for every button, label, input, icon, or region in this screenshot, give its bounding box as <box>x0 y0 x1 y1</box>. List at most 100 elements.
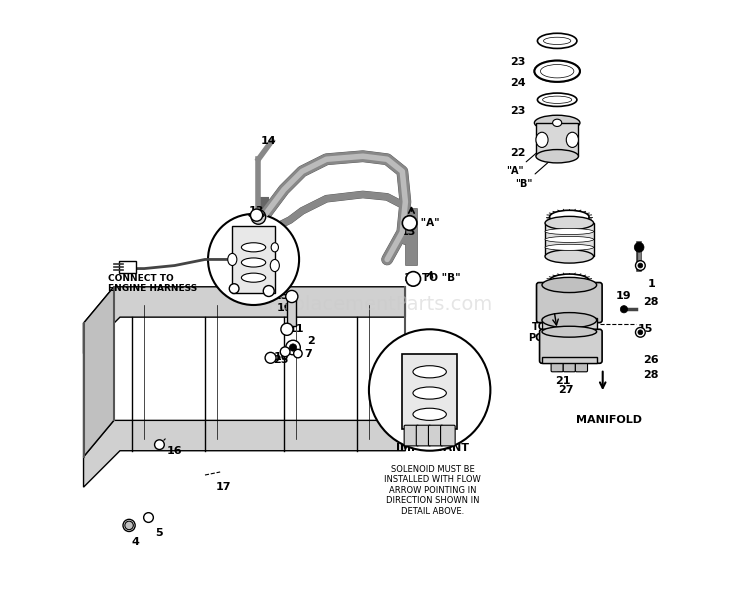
FancyBboxPatch shape <box>404 425 418 446</box>
Text: 13: 13 <box>400 227 416 237</box>
Text: 10: 10 <box>273 351 289 362</box>
Text: 12: 12 <box>556 364 571 374</box>
Text: 2: 2 <box>308 337 315 346</box>
Ellipse shape <box>544 37 571 45</box>
Text: 7: 7 <box>304 348 312 359</box>
FancyBboxPatch shape <box>545 223 593 256</box>
Text: 21: 21 <box>556 376 571 386</box>
Text: 6: 6 <box>289 345 297 356</box>
Text: 22: 22 <box>510 148 526 158</box>
Circle shape <box>402 216 417 231</box>
Text: 11: 11 <box>288 325 304 334</box>
Text: 3: 3 <box>229 279 236 289</box>
Text: 10: 10 <box>276 303 292 313</box>
Circle shape <box>265 353 276 364</box>
Circle shape <box>251 209 262 221</box>
Circle shape <box>620 306 628 313</box>
Circle shape <box>286 340 300 355</box>
Ellipse shape <box>545 249 593 263</box>
Text: 9: 9 <box>213 245 221 256</box>
Ellipse shape <box>545 237 593 242</box>
Text: 25: 25 <box>273 354 289 365</box>
Text: 28: 28 <box>644 297 659 307</box>
Text: IMPORTANT: IMPORTANT <box>396 443 470 453</box>
Ellipse shape <box>413 387 446 399</box>
Text: 23: 23 <box>510 57 526 67</box>
Text: TO
PCV: TO PCV <box>528 321 550 343</box>
Ellipse shape <box>566 132 578 148</box>
Circle shape <box>634 242 644 252</box>
Text: 24: 24 <box>510 78 526 88</box>
Circle shape <box>230 284 239 293</box>
Polygon shape <box>83 287 405 354</box>
FancyBboxPatch shape <box>551 360 563 371</box>
FancyBboxPatch shape <box>536 123 578 156</box>
Circle shape <box>281 323 293 336</box>
Text: 18: 18 <box>565 325 580 334</box>
FancyBboxPatch shape <box>118 261 136 273</box>
Polygon shape <box>83 287 114 457</box>
Ellipse shape <box>242 273 266 282</box>
Circle shape <box>286 290 298 303</box>
Ellipse shape <box>535 60 580 82</box>
Ellipse shape <box>228 253 237 265</box>
Polygon shape <box>83 420 405 487</box>
FancyBboxPatch shape <box>402 354 457 429</box>
Ellipse shape <box>542 326 597 337</box>
Ellipse shape <box>545 229 593 235</box>
Circle shape <box>638 263 643 268</box>
Circle shape <box>280 347 290 357</box>
Circle shape <box>144 512 153 522</box>
Circle shape <box>154 440 164 450</box>
Ellipse shape <box>413 366 446 378</box>
Ellipse shape <box>541 65 574 78</box>
Ellipse shape <box>536 149 578 163</box>
Ellipse shape <box>545 217 593 230</box>
FancyBboxPatch shape <box>416 425 430 446</box>
FancyBboxPatch shape <box>542 357 597 364</box>
Circle shape <box>123 519 135 531</box>
FancyBboxPatch shape <box>575 360 587 371</box>
FancyBboxPatch shape <box>542 318 597 332</box>
Circle shape <box>290 344 297 351</box>
Text: MANIFOLD: MANIFOLD <box>576 415 642 425</box>
Text: 4: 4 <box>131 537 139 547</box>
FancyBboxPatch shape <box>440 425 455 446</box>
Text: 15: 15 <box>638 325 653 334</box>
Text: "A": "A" <box>506 146 544 176</box>
Text: 26: 26 <box>644 354 659 365</box>
Text: 13: 13 <box>249 206 264 216</box>
FancyBboxPatch shape <box>536 282 602 323</box>
Text: TO "B": TO "B" <box>422 273 461 282</box>
Ellipse shape <box>553 119 562 126</box>
Text: "B": "B" <box>515 153 559 188</box>
Text: SOLENOID MUST BE
INSTALLED WITH FLOW
ARROW POINTING IN
DIRECTION SHOWN IN
DETAIL: SOLENOID MUST BE INSTALLED WITH FLOW ARR… <box>384 465 481 515</box>
Text: 17: 17 <box>215 482 231 492</box>
Ellipse shape <box>542 278 597 293</box>
Text: 15: 15 <box>559 285 574 295</box>
Text: CONNECT TO
ENGINE HARNESS: CONNECT TO ENGINE HARNESS <box>108 274 197 293</box>
Text: 1: 1 <box>647 279 656 289</box>
Text: 20: 20 <box>556 337 571 346</box>
Ellipse shape <box>242 258 266 267</box>
Circle shape <box>124 521 134 529</box>
Text: TO "A": TO "A" <box>401 218 439 228</box>
Ellipse shape <box>538 93 577 106</box>
Circle shape <box>406 271 421 286</box>
Circle shape <box>251 210 266 224</box>
Ellipse shape <box>545 244 593 250</box>
FancyBboxPatch shape <box>539 329 602 364</box>
Circle shape <box>369 329 490 451</box>
Text: 13: 13 <box>404 273 419 282</box>
FancyBboxPatch shape <box>287 299 296 326</box>
Ellipse shape <box>270 259 279 271</box>
Ellipse shape <box>272 243 278 252</box>
Circle shape <box>294 350 302 358</box>
Circle shape <box>635 328 645 337</box>
Ellipse shape <box>542 96 572 104</box>
Circle shape <box>638 330 643 335</box>
Ellipse shape <box>535 115 580 131</box>
Ellipse shape <box>542 312 597 328</box>
Ellipse shape <box>536 132 548 148</box>
Ellipse shape <box>413 408 446 420</box>
